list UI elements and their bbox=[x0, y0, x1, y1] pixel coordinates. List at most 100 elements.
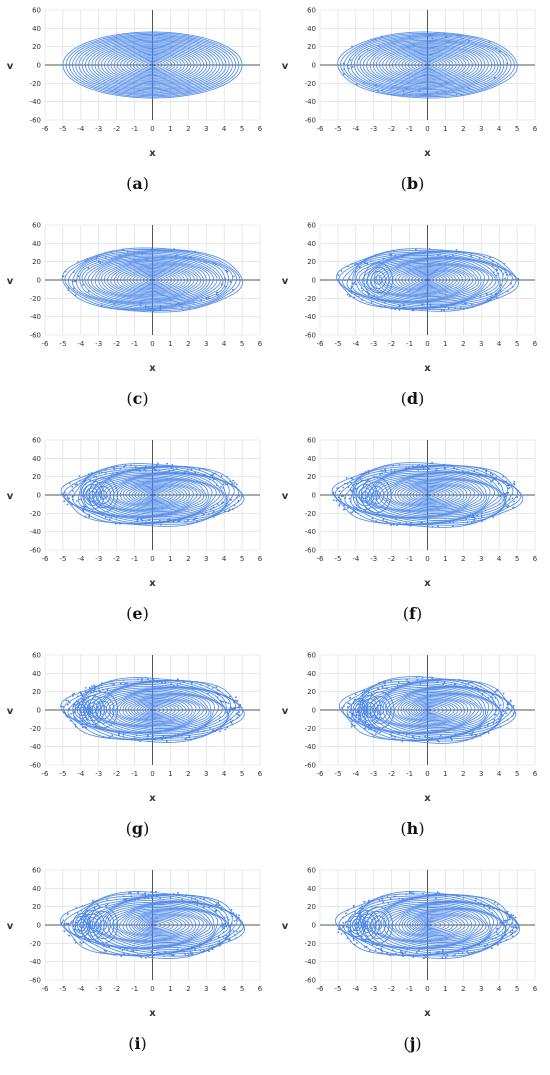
chaotic-point bbox=[332, 493, 335, 495]
chaotic-point bbox=[189, 900, 191, 903]
chaotic-point bbox=[188, 736, 191, 739]
chaotic-point bbox=[405, 734, 408, 736]
chaotic-point bbox=[212, 729, 215, 732]
orbit-curve bbox=[337, 31, 518, 99]
island-chain-loop bbox=[352, 700, 367, 720]
chaotic-point bbox=[226, 483, 229, 486]
chaotic-point bbox=[96, 255, 99, 258]
x-tick-label: -3 bbox=[95, 985, 102, 993]
panel-caption: (c) bbox=[126, 389, 149, 408]
chaotic-point bbox=[507, 484, 510, 487]
island-chain-loop bbox=[83, 484, 102, 506]
orbit-curve bbox=[414, 275, 441, 285]
chaotic-point bbox=[361, 905, 363, 908]
orbit-curve bbox=[375, 474, 487, 516]
chaotic-point bbox=[222, 935, 225, 938]
island-chain-loop bbox=[349, 915, 364, 935]
orbit-curve bbox=[423, 278, 432, 282]
orbit-curve bbox=[353, 37, 502, 93]
chaotic-point bbox=[476, 475, 478, 478]
chaotic-point bbox=[359, 478, 362, 480]
chaotic-point bbox=[62, 924, 64, 927]
chaotic-point bbox=[175, 468, 178, 470]
chaotic-point bbox=[127, 953, 130, 956]
chaotic-point bbox=[368, 294, 370, 296]
island-chain-loop bbox=[369, 695, 391, 725]
chaotic-point bbox=[224, 922, 227, 925]
chaotic-point bbox=[237, 916, 240, 919]
island-chain-loop bbox=[74, 701, 89, 719]
orbit-curve bbox=[343, 34, 512, 96]
y-tick-label: 20 bbox=[32, 258, 41, 266]
chaotic-point bbox=[188, 735, 191, 737]
x-tick-label: -2 bbox=[388, 985, 395, 993]
chaotic-point bbox=[194, 517, 197, 519]
chaotic-point bbox=[71, 495, 74, 498]
x-tick-label: 0 bbox=[425, 555, 429, 563]
phase-plot-d: -6 -5 -4 -3 -2 -1 0 1 2 3 4 5 6 60 40 20 0 -20 -40 -60 x v (d) bbox=[275, 215, 550, 430]
chaotic-point bbox=[348, 703, 351, 705]
x-tick-label: 6 bbox=[533, 770, 538, 778]
chaotic-point bbox=[465, 732, 468, 734]
chaotic-point bbox=[511, 922, 514, 924]
chaotic-point bbox=[75, 500, 78, 502]
chaotic-point bbox=[235, 496, 238, 499]
orbit-curve bbox=[417, 61, 438, 69]
chaotic-point bbox=[416, 465, 419, 467]
chaotic-point bbox=[447, 307, 450, 310]
chaotic-point bbox=[348, 295, 351, 298]
chaotic-point bbox=[434, 892, 437, 895]
y-tick-label: 60 bbox=[32, 652, 41, 660]
chaotic-point bbox=[204, 511, 207, 514]
chaotic-point bbox=[372, 691, 375, 693]
chaotic-point bbox=[222, 487, 225, 489]
chaotic-point bbox=[167, 736, 170, 739]
x-tick-label: -5 bbox=[334, 985, 341, 993]
chaotic-point bbox=[461, 681, 464, 684]
chaotic-point bbox=[397, 681, 400, 684]
island-chain-loop bbox=[88, 477, 119, 513]
chaotic-point bbox=[414, 248, 417, 251]
chaotic-point bbox=[198, 468, 201, 471]
chaotic-point bbox=[158, 469, 160, 472]
x-tick-label: 3 bbox=[479, 340, 483, 348]
chaotic-point bbox=[506, 505, 508, 508]
chaotic-point bbox=[84, 479, 86, 482]
chaotic-point bbox=[209, 478, 211, 481]
chaotic-point bbox=[337, 487, 339, 489]
chaotic-point bbox=[118, 734, 120, 736]
chaotic-point bbox=[98, 512, 100, 515]
chaotic-point bbox=[69, 719, 72, 722]
chaotic-point bbox=[378, 899, 381, 901]
orbit-curve bbox=[378, 46, 477, 84]
x-tick-label: -1 bbox=[131, 125, 138, 133]
chaotic-point bbox=[114, 522, 117, 525]
chaotic-point bbox=[408, 681, 410, 684]
x-tick-label: 2 bbox=[461, 985, 465, 993]
chaotic-point bbox=[172, 893, 175, 895]
chaotic-point bbox=[381, 300, 384, 302]
chaotic-point bbox=[380, 947, 382, 950]
orbit-curve bbox=[134, 487, 174, 503]
orbit-curve bbox=[397, 482, 465, 508]
chaotic-point bbox=[221, 925, 224, 927]
x-tick-label: -6 bbox=[42, 985, 50, 993]
chaotic-point bbox=[483, 691, 486, 694]
chaotic-point bbox=[437, 254, 440, 257]
x-axis-label: x bbox=[149, 578, 156, 589]
chaotic-point bbox=[489, 905, 491, 908]
x-tick-label: 4 bbox=[497, 555, 502, 563]
x-tick-label: 1 bbox=[443, 340, 447, 348]
chaotic-point bbox=[80, 723, 83, 726]
orbit-curve bbox=[416, 703, 448, 717]
chaotic-point bbox=[487, 904, 489, 907]
chaotic-point bbox=[454, 954, 456, 956]
chaotic-point bbox=[501, 714, 504, 716]
chaotic-point bbox=[413, 737, 416, 739]
chaotic-point bbox=[191, 946, 193, 948]
chaotic-point bbox=[177, 891, 179, 894]
chaotic-point bbox=[456, 894, 458, 897]
orbit-curve bbox=[406, 913, 466, 937]
chaotic-point bbox=[340, 933, 343, 935]
orbit-curve bbox=[407, 272, 448, 288]
